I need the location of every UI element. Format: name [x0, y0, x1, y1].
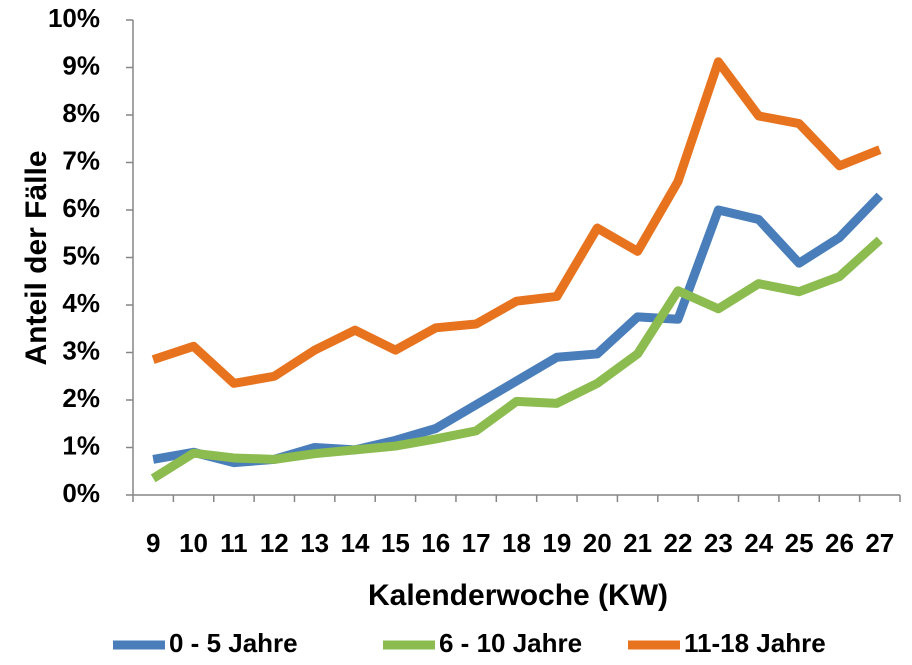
y-tick-label: 2% — [62, 383, 100, 413]
x-tick-label: 22 — [664, 528, 693, 558]
data-line — [150, 236, 883, 483]
x-tick-label: 14 — [341, 528, 370, 558]
y-tick-label: 4% — [62, 288, 100, 318]
x-tick-label: 21 — [623, 528, 652, 558]
x-tick-label: 13 — [300, 528, 329, 558]
x-tick-label: 18 — [502, 528, 531, 558]
x-tick-label: 20 — [583, 528, 612, 558]
x-tick-label: 15 — [381, 528, 410, 558]
x-tick-label: 27 — [865, 528, 894, 558]
x-tick-label: 9 — [146, 528, 160, 558]
legend-label: 11-18 Jahre — [684, 628, 826, 658]
data-line — [152, 192, 884, 468]
x-tick-label: 24 — [744, 528, 773, 558]
y-tick-label: 0% — [62, 478, 100, 508]
y-tick-label: 5% — [62, 240, 100, 270]
y-tick-label: 8% — [62, 98, 100, 128]
data-line — [151, 57, 882, 388]
x-tick-label: 25 — [785, 528, 814, 558]
y-tick-label: 3% — [62, 335, 100, 365]
x-tick-label: 11 — [220, 528, 248, 558]
y-axis-title: Anteil der Fälle — [20, 150, 53, 365]
y-tick-label: 7% — [62, 145, 100, 175]
x-tick-label: 19 — [542, 528, 571, 558]
x-axis-title: Kalenderwoche (KW) — [368, 579, 668, 612]
legend-label: 6 - 10 Jahre — [439, 628, 582, 658]
legend-label: 0 - 5 Jahre — [169, 628, 298, 658]
x-tick-label: 23 — [704, 528, 733, 558]
y-tick-label: 10% — [48, 3, 100, 33]
y-tick-label: 1% — [62, 430, 100, 460]
x-tick-label: 12 — [260, 528, 289, 558]
y-tick-label: 9% — [62, 50, 100, 80]
x-tick-label: 10 — [179, 528, 208, 558]
y-tick-label: 6% — [62, 193, 100, 223]
x-tick-label: 16 — [421, 528, 450, 558]
x-tick-label: 26 — [825, 528, 854, 558]
x-tick-label: 17 — [462, 528, 491, 558]
